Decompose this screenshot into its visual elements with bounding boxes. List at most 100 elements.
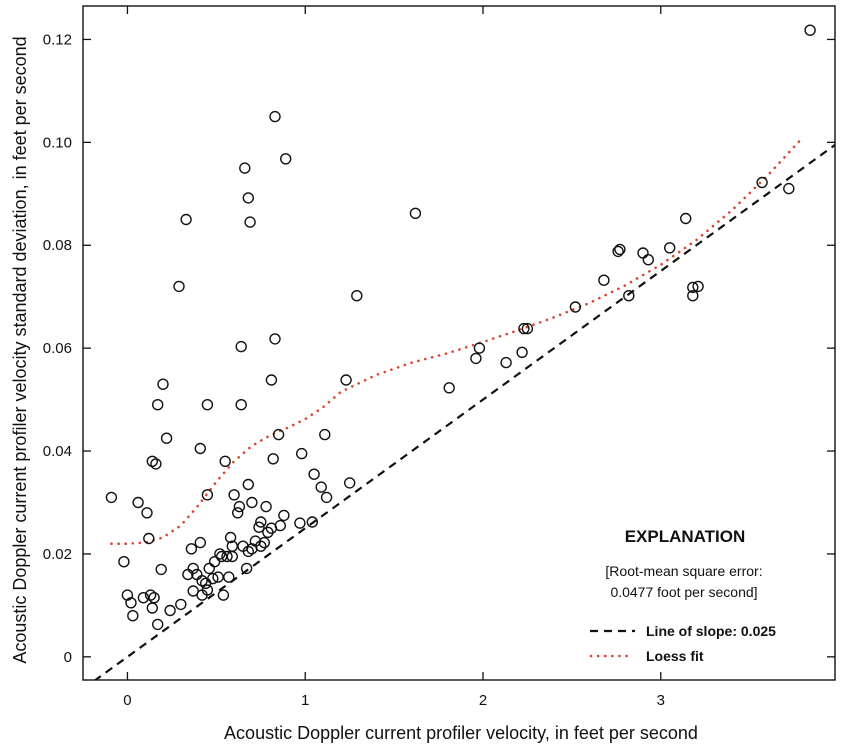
x-tick-label: 0 (123, 692, 131, 709)
data-point (228, 489, 240, 501)
data-point (151, 399, 164, 411)
data-point (150, 458, 162, 470)
data-point (180, 213, 192, 226)
data-point (598, 274, 610, 286)
data-point (642, 254, 654, 266)
data-point (344, 477, 356, 489)
data-point (315, 481, 327, 493)
y-tick-label: 0.04 (43, 443, 72, 460)
data-point (125, 597, 137, 609)
legend: EXPLANATION [Root-mean square error: 0.0… (589, 527, 776, 664)
data-point (141, 507, 153, 519)
data-point (409, 207, 422, 220)
data-point (157, 378, 169, 390)
data-point (306, 516, 318, 528)
data-point (269, 333, 281, 345)
data-point (269, 110, 281, 123)
x-tick-label: 1 (301, 692, 309, 709)
data-point (470, 352, 482, 365)
data-point (294, 517, 306, 529)
data-point (319, 428, 331, 441)
data-point (201, 584, 214, 596)
data-point (258, 536, 270, 549)
data-point (201, 399, 214, 411)
data-point (614, 243, 626, 256)
data-point (146, 602, 159, 614)
legend-note-line-1: [Root-mean square error: (605, 563, 762, 579)
data-point (244, 216, 256, 228)
data-point (242, 192, 255, 204)
data-point (274, 519, 286, 532)
data-point (240, 562, 253, 575)
plot-frame (82, 5, 836, 681)
data-point (219, 455, 231, 467)
data-point (194, 536, 207, 549)
data-point (340, 374, 352, 386)
data-point (687, 281, 699, 294)
data-point (255, 540, 267, 552)
x-axis-title: Acoustic Doppler current profiler veloci… (224, 723, 698, 743)
data-point (521, 322, 534, 335)
data-point (233, 500, 246, 513)
data-point (164, 604, 176, 617)
data-point (118, 556, 130, 568)
data-point (155, 563, 167, 576)
data-point (187, 562, 199, 575)
data-point (272, 428, 285, 441)
data-point (612, 245, 624, 258)
legend-item-loess-fit: Loess fit (646, 648, 704, 664)
data-point (756, 176, 768, 189)
data-point (201, 489, 214, 501)
data-point (235, 399, 247, 411)
data-point (185, 543, 198, 555)
data-point (516, 346, 528, 358)
legend-note-line-2: 0.0477 foot per second] (610, 584, 757, 600)
data-point (127, 610, 139, 622)
data-point (804, 24, 816, 36)
data-point (783, 182, 795, 195)
data-point (137, 592, 150, 604)
data-point (224, 531, 237, 544)
data-point (194, 442, 207, 455)
data-point (255, 516, 267, 528)
data-point (217, 589, 230, 601)
data-point (680, 212, 692, 225)
data-point (623, 290, 635, 302)
slope-line (93, 144, 835, 680)
data-point (308, 468, 320, 480)
data-point (203, 562, 215, 575)
loess-fit-line (110, 135, 805, 546)
y-tick-label: 0.08 (43, 237, 72, 254)
data-point (692, 280, 704, 293)
data-point (148, 592, 160, 604)
data-point (207, 572, 219, 585)
data-point (296, 447, 308, 460)
data-point (246, 496, 258, 509)
data-point (223, 571, 235, 583)
axes: 0 1 2 3 0 0.02 0.04 0.06 0.08 0.10 0.12 (43, 5, 836, 709)
data-point (569, 301, 582, 313)
data-point (235, 340, 247, 353)
legend-title: EXPLANATION (625, 527, 746, 546)
data-point (473, 342, 486, 354)
data-point (664, 242, 676, 254)
plot-area (93, 24, 835, 680)
x-tick-label: 2 (479, 692, 487, 709)
y-tick-label: 0.02 (43, 546, 72, 563)
data-point (500, 356, 512, 369)
data-point (267, 453, 279, 465)
data-point (443, 382, 455, 394)
x-tick-label: 3 (657, 692, 665, 709)
data-point (687, 290, 699, 302)
data-point (265, 374, 278, 386)
data-point (242, 478, 255, 491)
data-point (173, 280, 185, 293)
data-point (143, 532, 155, 545)
data-point (253, 521, 265, 533)
y-tick-label: 0.12 (43, 31, 72, 48)
y-axis-title: Acoustic Doppler current profiler veloci… (10, 36, 30, 663)
data-point (320, 491, 333, 504)
data-point (132, 496, 144, 509)
data-point (105, 491, 118, 504)
